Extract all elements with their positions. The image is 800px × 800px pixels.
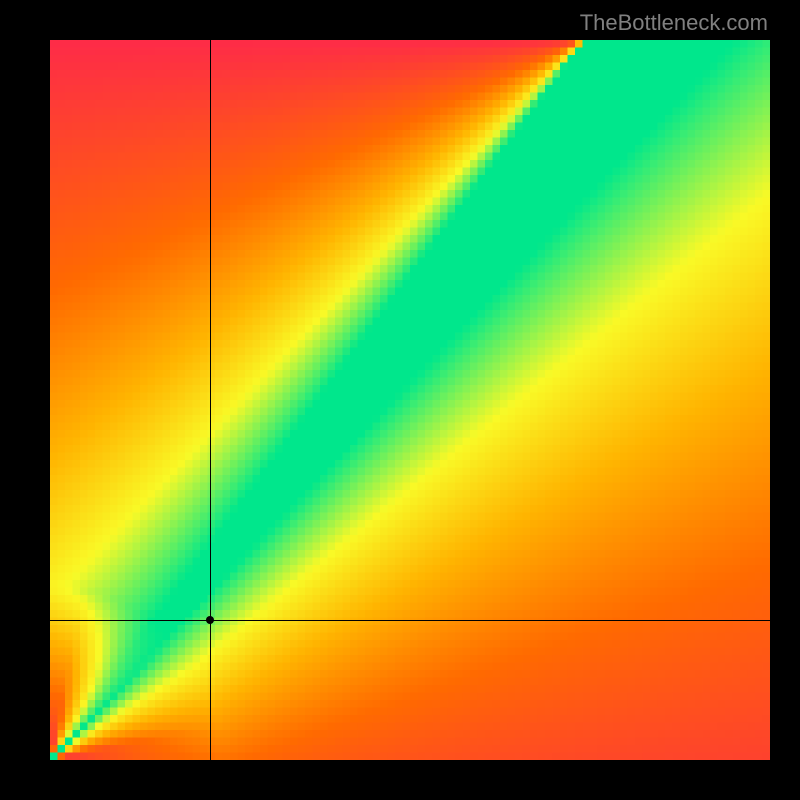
chart-container: TheBottleneck.com [0,0,800,800]
crosshair-horizontal [50,620,770,621]
bottleneck-heatmap [50,40,770,760]
crosshair-marker-dot [206,616,214,624]
watermark-text: TheBottleneck.com [580,10,768,36]
crosshair-vertical [210,40,211,760]
